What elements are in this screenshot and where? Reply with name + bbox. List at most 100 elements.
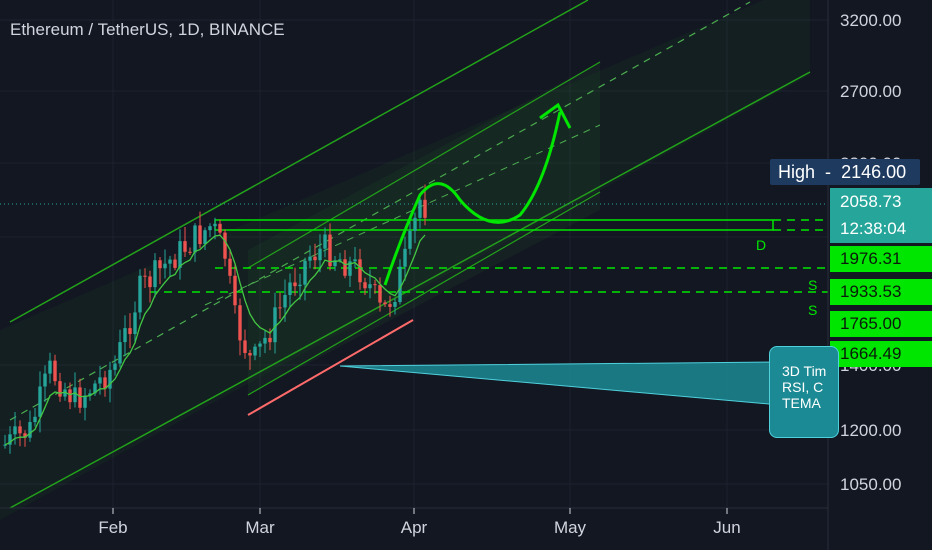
y-tick-label: 1050.00 — [840, 475, 901, 494]
callout-line-2: RSI, C — [782, 379, 824, 395]
candle-body — [148, 276, 152, 288]
x-tick-label: Apr — [401, 518, 428, 537]
candle-body — [63, 389, 67, 397]
x-tick-label: Mar — [245, 518, 275, 537]
candle-body — [308, 256, 312, 261]
candle-body — [38, 386, 42, 417]
candle-body — [223, 232, 227, 259]
candle-body — [373, 284, 377, 286]
candle-body — [303, 260, 307, 285]
last-price-tag: 2058.73 12:38:04 — [830, 188, 932, 243]
inner-channel-fill — [248, 62, 600, 395]
candle-body — [378, 285, 382, 303]
candle-body — [343, 259, 347, 276]
inner-channel-top — [247, 61, 601, 269]
candle-body — [358, 259, 362, 283]
candle-body — [88, 393, 92, 396]
candle-body — [183, 241, 187, 252]
candle-body — [213, 223, 217, 227]
candle-body — [393, 302, 397, 307]
annotation-s2: S — [808, 302, 817, 318]
callout-pointer — [339, 361, 781, 406]
level-tag-1933: 1933.53 — [830, 279, 932, 305]
idea-callout[interactable]: 3D Tim RSI, C TEMA — [769, 346, 839, 438]
candle-body — [258, 343, 262, 347]
candle-body — [233, 275, 237, 306]
candle-body — [283, 295, 287, 308]
candle-body — [103, 377, 107, 389]
candle-body — [298, 284, 302, 287]
candle-body — [313, 256, 317, 261]
chart-title: Ethereum / TetherUS, 1D, BINANCE — [10, 20, 285, 39]
candle-body — [163, 263, 167, 269]
annotation-s1: S — [808, 277, 817, 293]
x-tick-label: Feb — [98, 518, 127, 537]
candle-body — [238, 305, 242, 341]
candle-body — [348, 261, 352, 276]
candle-body — [208, 226, 212, 231]
outer-channel-bottom — [9, 71, 811, 509]
candle-body — [323, 234, 327, 249]
candle-body — [278, 307, 282, 309]
inner-channel — [204, 61, 601, 396]
candle-body — [318, 248, 322, 261]
high-tag-sep: - — [820, 162, 837, 182]
candle-body — [423, 199, 427, 218]
outer-channel-top — [9, 0, 589, 323]
candle-body — [368, 284, 372, 289]
candle-body — [3, 444, 7, 446]
candle-body — [203, 230, 207, 245]
candle-body — [98, 377, 102, 384]
level-tag-1976: 1976.31 — [830, 246, 932, 272]
high-tag-label: High — [778, 162, 816, 182]
candle-body — [328, 234, 332, 267]
x-tick-label: Jun — [713, 518, 740, 537]
candle-body — [248, 352, 252, 356]
candle-body — [363, 282, 367, 289]
candle-body — [48, 360, 52, 374]
level-tag-1765: 1765.00 — [830, 311, 932, 337]
candle-body — [253, 346, 257, 356]
annotation-d: D — [756, 237, 766, 253]
projection-arrow — [383, 102, 572, 286]
candle-body — [93, 383, 97, 394]
callout-line-1: 3D Tim — [782, 363, 827, 379]
candle-body — [383, 302, 387, 305]
candle-body — [293, 282, 297, 287]
candle-body — [58, 381, 62, 397]
candle-body — [73, 387, 77, 403]
candle-body — [193, 225, 197, 253]
candle-body — [243, 340, 247, 353]
high-tag-value: 2146.00 — [841, 162, 907, 182]
bar-countdown: 12:38:04 — [840, 219, 907, 238]
candle-body — [53, 360, 57, 382]
candle-body — [403, 248, 407, 267]
y-tick-label: 1200.00 — [840, 421, 901, 440]
candle-body — [113, 363, 117, 370]
candle-body — [388, 304, 392, 307]
candle-body — [188, 251, 192, 253]
candle-body — [123, 328, 127, 343]
candle-body — [218, 223, 222, 233]
candle-body — [133, 312, 137, 335]
candle-body — [8, 434, 12, 445]
x-tick-label: May — [554, 518, 587, 537]
candle-body — [23, 433, 27, 438]
candle-body — [228, 258, 232, 276]
candle-body — [333, 260, 337, 267]
candle-body — [173, 259, 177, 268]
candle-body — [33, 416, 37, 423]
candle-body — [273, 307, 277, 343]
candle-body — [408, 230, 412, 249]
candle-body — [108, 369, 112, 389]
candle-body — [288, 282, 292, 296]
candle-body — [43, 373, 47, 387]
x-axis-labels: Feb Mar Apr May Jun — [98, 508, 741, 537]
candle-body — [118, 342, 122, 364]
candle-body — [398, 266, 402, 303]
outer-channel-mid — [9, 1, 751, 421]
inner-channel-bottom — [247, 191, 601, 396]
last-price-value: 2058.73 — [840, 192, 902, 211]
